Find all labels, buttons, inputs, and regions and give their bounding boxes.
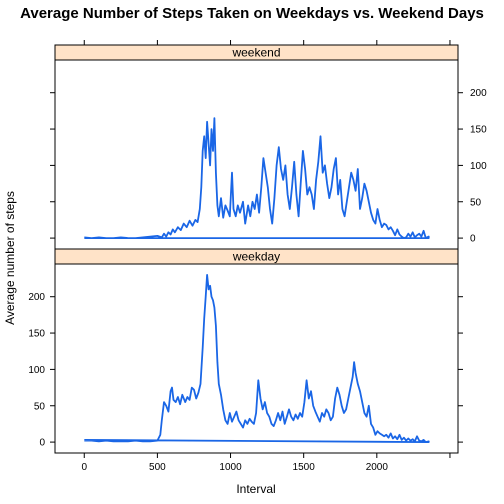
panel-weekend: weekend 0 50 100 150 200 xyxy=(50,44,487,250)
panel-frame-weekend xyxy=(54,59,459,250)
x-tick-label: 500 xyxy=(149,462,166,473)
strip-label-weekday: weekday xyxy=(232,250,280,264)
y-tick-label: 150 xyxy=(470,125,487,136)
x-tick-label: 2000 xyxy=(366,462,389,473)
panel-frame-weekday xyxy=(54,263,459,454)
x-tick-label: 1000 xyxy=(219,462,242,473)
x-axis-title: Interval xyxy=(236,482,275,496)
x-tick-label: 1500 xyxy=(293,462,316,473)
chart-title: Average Number of Steps Taken on Weekday… xyxy=(20,5,484,22)
y-tick-label: 50 xyxy=(470,197,482,208)
y-tick-label: 100 xyxy=(28,365,45,376)
y-tick-label: 200 xyxy=(470,88,487,99)
y-tick-label: 150 xyxy=(28,329,45,340)
series-line-weekday xyxy=(84,274,430,443)
strip-label-weekend: weekend xyxy=(231,46,280,60)
y-tick-label: 0 xyxy=(470,234,476,245)
x-axis: 0 500 1000 1500 2000 xyxy=(81,40,451,473)
y-tick-label: 0 xyxy=(39,438,45,449)
y-tick-label: 100 xyxy=(470,161,487,172)
y-tick-label: 200 xyxy=(28,292,45,303)
x-tick-label: 0 xyxy=(81,462,87,473)
series-line-weekend xyxy=(84,117,430,239)
panel-weekday: weekday 0 50 100 150 200 xyxy=(28,248,463,454)
y-tick-label: 50 xyxy=(34,401,46,412)
y-axis-title: Average number of steps xyxy=(3,191,17,325)
